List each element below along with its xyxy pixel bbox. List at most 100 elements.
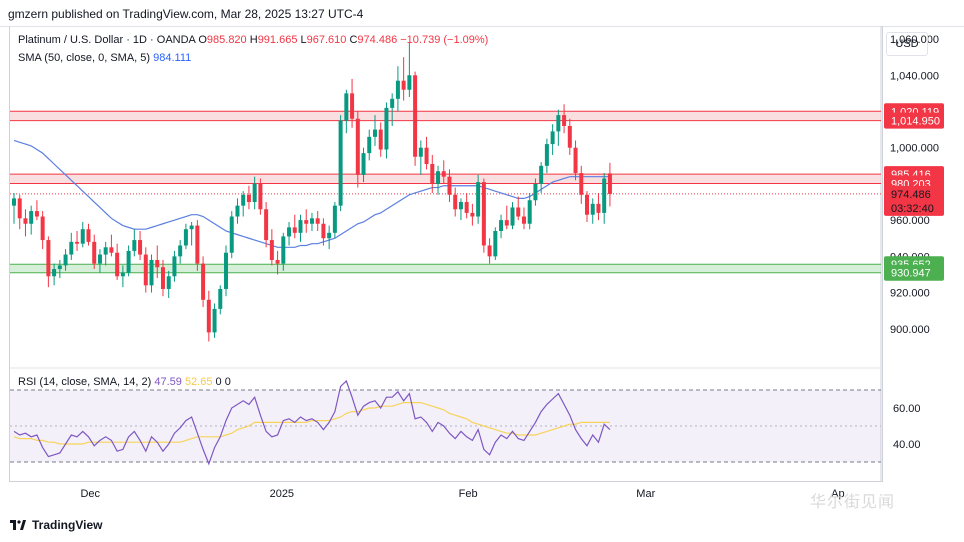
currency-button[interactable]: USD <box>886 32 928 56</box>
candle-body <box>218 288 223 309</box>
candle-body <box>585 194 589 215</box>
candle-body <box>229 216 234 253</box>
change-value: −10.739 (−1.09%) <box>400 34 489 46</box>
rsi-legend: RSI (14, close, SMA, 14, 2) 47.59 52.65 … <box>18 376 231 388</box>
candle-body <box>355 118 360 175</box>
candle-body <box>424 147 429 164</box>
candle-body <box>298 220 303 233</box>
candle-body <box>401 80 406 90</box>
time-tick-label: Mar <box>636 488 655 500</box>
candle-body <box>504 220 509 226</box>
price-tick-label: 1,040.000 <box>890 70 939 82</box>
tag-countdown: 03:32:40 <box>891 203 934 215</box>
candle-body <box>206 299 211 333</box>
rsi-label: RSI (14, close, SMA, 14, 2) <box>18 376 152 388</box>
candle-body <box>132 240 137 251</box>
candle-body <box>292 227 297 233</box>
candle-body <box>172 256 177 277</box>
tag-support-low: 930.947 <box>891 268 931 280</box>
candle-body <box>487 245 492 257</box>
candle-body <box>315 218 320 224</box>
candle-body <box>361 153 366 175</box>
candle-body <box>596 203 601 213</box>
sma-value: 984.111 <box>153 52 192 64</box>
candle-body <box>155 259 160 268</box>
candle-body <box>453 194 458 210</box>
candle-body <box>407 75 412 90</box>
candle-body <box>372 129 377 137</box>
candle-body <box>235 205 240 217</box>
candle-body <box>189 225 194 230</box>
sma-line <box>13 139 610 248</box>
high-label: H <box>249 34 258 46</box>
candle-body <box>521 216 526 224</box>
candle-body <box>115 252 120 277</box>
tradingview-logo-icon <box>10 520 26 530</box>
candle-body <box>493 231 498 257</box>
candle-body <box>458 202 463 210</box>
candle-body <box>395 80 400 99</box>
candle-body <box>12 198 16 206</box>
open-value: 985.820 <box>206 34 247 46</box>
candle-body <box>17 198 22 219</box>
time-tick-label: Ap <box>831 488 844 500</box>
publisher-info: gmzern published on TradingView.com, Mar… <box>8 7 364 21</box>
candle-body <box>602 178 607 213</box>
candle-body <box>246 194 251 203</box>
candle-body <box>287 227 292 237</box>
chart-frame <box>9 26 883 482</box>
watermark: 华尔街见闻 <box>810 494 896 511</box>
candle-body <box>40 216 45 241</box>
candle-body <box>34 211 39 217</box>
candle-body <box>378 129 383 150</box>
candle-body <box>544 144 549 166</box>
candle-body <box>527 200 532 224</box>
rsi-extra-2: 0 <box>224 376 231 388</box>
candle-body <box>63 254 68 266</box>
price-tick-label: 960.000 <box>890 215 930 227</box>
candle-body <box>384 107 389 150</box>
candle-body <box>160 267 165 289</box>
candle-body <box>510 207 515 226</box>
candle-body <box>252 183 257 203</box>
candle-body <box>390 98 395 108</box>
candle-body <box>430 164 435 184</box>
candle-body <box>275 259 280 264</box>
zone-resistance <box>10 111 881 121</box>
tag-resistance-low: 1,014.950 <box>891 116 940 128</box>
candle-body <box>46 240 51 277</box>
rsi-tick-label: 60.00 <box>893 403 921 415</box>
candle-body <box>441 171 446 177</box>
candle-body <box>97 254 102 264</box>
candle-body <box>86 229 91 242</box>
candle-body <box>149 259 154 286</box>
candle-body <box>269 240 274 260</box>
candle-body <box>413 75 418 157</box>
candle-body <box>562 115 567 126</box>
tag-last-price-bg <box>884 185 944 216</box>
open-label: O <box>198 34 207 46</box>
candle-body <box>264 209 269 241</box>
price-tick-label: 900.000 <box>890 324 930 336</box>
zone-support <box>10 264 881 273</box>
candle-body <box>109 247 114 253</box>
candle-body <box>476 182 481 217</box>
close-label: C <box>349 34 358 46</box>
candle-body <box>80 229 85 244</box>
candle-body <box>321 223 326 239</box>
candle-body <box>499 220 504 231</box>
footer-brand: TradingView <box>10 518 102 532</box>
zone-pivot <box>10 174 881 184</box>
sma-legend: SMA (50, close, 0, SMA, 5) 984.111 <box>18 52 191 64</box>
tag-resistance-low-bg <box>884 112 944 129</box>
candle-body <box>178 245 183 257</box>
candle-body <box>75 241 80 244</box>
price-tick-label: 1,000.000 <box>890 143 939 155</box>
candle-body <box>258 183 263 210</box>
candle-body <box>241 194 246 206</box>
candle-body <box>120 272 125 277</box>
candle-body <box>350 93 355 119</box>
tag-last-price: 974.486 <box>891 189 931 201</box>
tag-support-low-bg <box>884 264 944 281</box>
